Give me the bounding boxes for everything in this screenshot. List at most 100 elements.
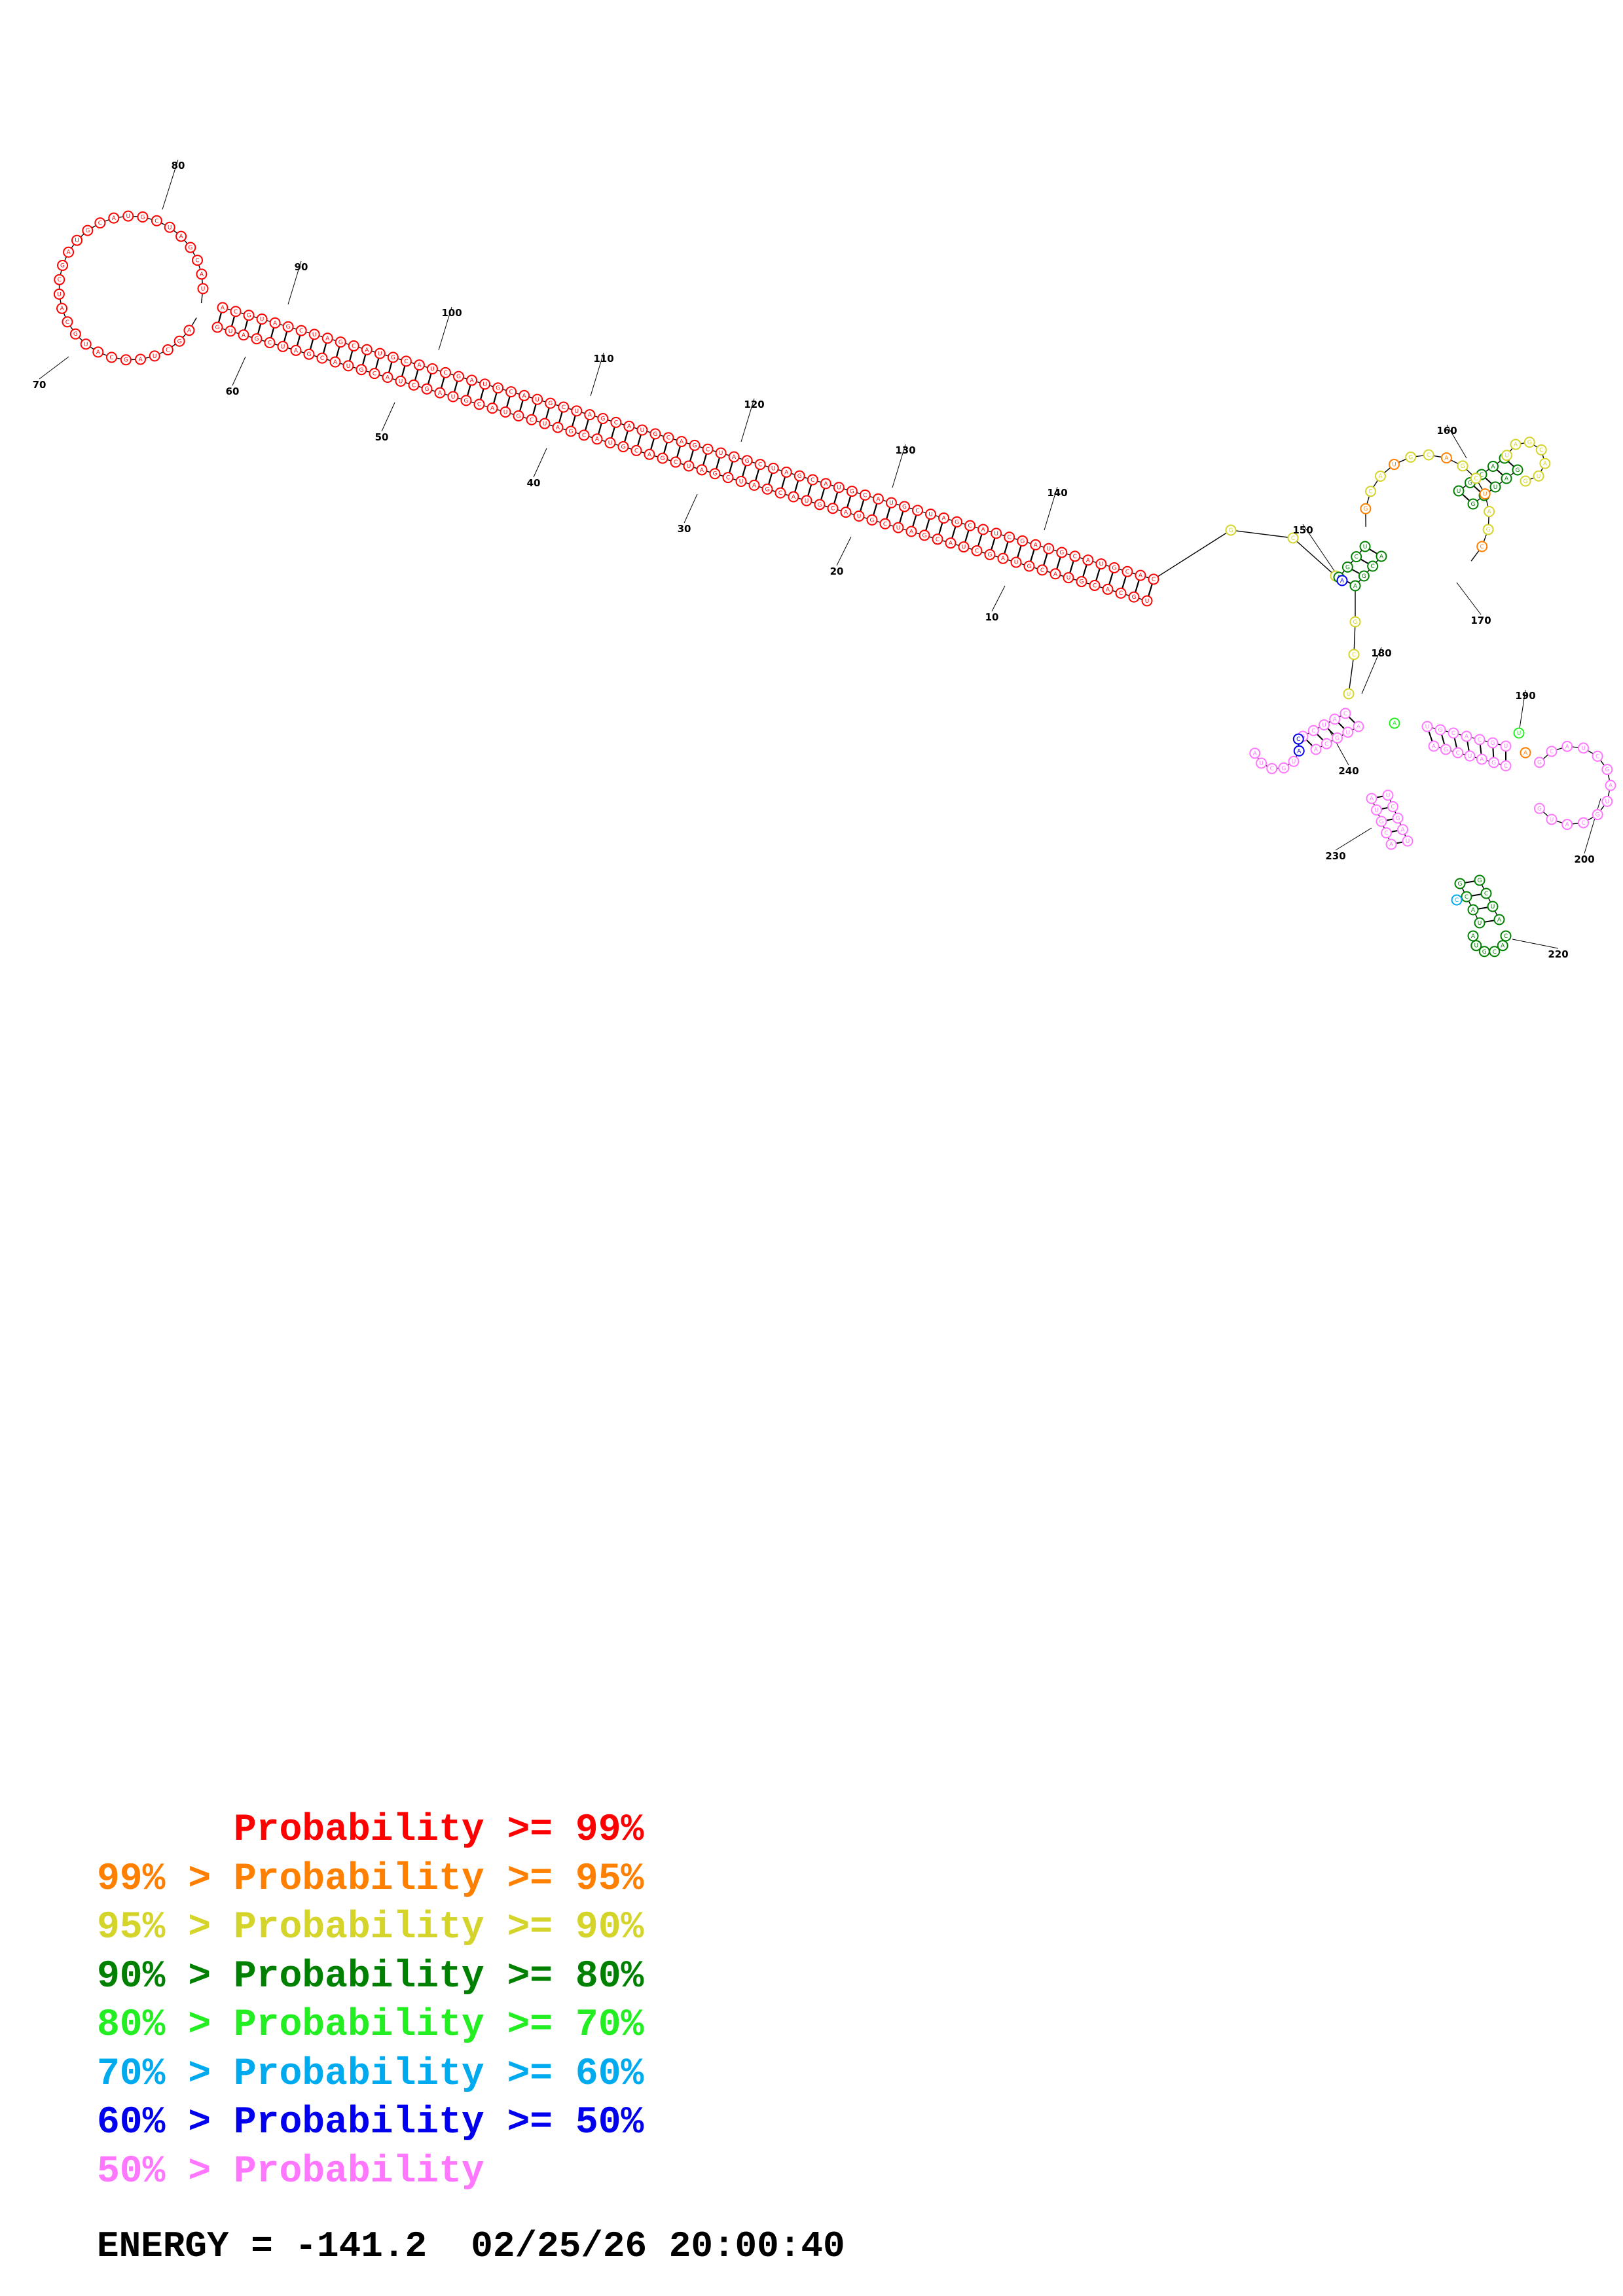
svg-text:C: C [936, 537, 939, 543]
nucleotide: C [879, 518, 891, 529]
svg-text:U: U [503, 410, 508, 416]
svg-text:U: U [126, 213, 130, 220]
svg-text:C: C [726, 475, 730, 482]
svg-text:A: A [187, 328, 192, 334]
nucleotide: U [277, 340, 289, 352]
nucleotide: G [1533, 802, 1545, 814]
nucleotide: G [1225, 524, 1237, 536]
nucleotide: G [421, 383, 433, 395]
nucleotide: C [348, 340, 359, 351]
svg-text:C: C [1040, 567, 1044, 574]
nucleotide: G [1533, 757, 1545, 768]
nucleotide: A [1561, 740, 1573, 752]
nucleotide: A [361, 344, 373, 355]
svg-text:U: U [1386, 793, 1391, 799]
nucleotide: C [1367, 560, 1379, 572]
svg-text:G: G [1482, 949, 1487, 956]
nucleotide: A [788, 491, 799, 503]
svg-text:C: C [1480, 472, 1484, 478]
svg-text:A: A [1565, 822, 1570, 829]
svg-text:U: U [1493, 484, 1498, 491]
nucleotide: G [1056, 547, 1068, 558]
svg-text:C: C [299, 328, 303, 334]
nucleotide: A [1310, 744, 1322, 755]
nucleotide: U [1487, 901, 1499, 912]
svg-text:G: G [548, 401, 553, 407]
nucleotide: A [382, 372, 393, 384]
svg-text:C: C [477, 402, 481, 408]
svg-text:C: C [530, 417, 534, 423]
svg-text:C: C [1427, 452, 1431, 459]
svg-text:G: G [124, 357, 128, 364]
nucleotide: U [53, 288, 65, 300]
nucleotide: G [741, 455, 753, 467]
svg-text:G: G [1281, 765, 1286, 772]
position-label: 20 [830, 565, 844, 577]
nucleotide: A [1049, 568, 1061, 580]
svg-text:G: G [1458, 881, 1463, 888]
nucleotide: U [1141, 595, 1153, 607]
nucleotide: G [565, 425, 577, 437]
svg-text:A: A [1370, 796, 1374, 802]
svg-text:A: A [792, 494, 796, 501]
svg-text:A: A [138, 357, 143, 363]
svg-text:A: A [1523, 750, 1528, 757]
nucleotide: C [702, 443, 714, 455]
nucleotide: A [1476, 753, 1487, 765]
svg-text:A: A [365, 347, 369, 353]
svg-text:C: C [412, 382, 416, 389]
nucleotide: A [840, 507, 852, 518]
nucleotide: G [1392, 812, 1404, 824]
svg-text:A: A [469, 378, 474, 384]
svg-text:A: A [1086, 558, 1091, 564]
nucleotide: U [925, 509, 937, 520]
nucleotide: U [1453, 485, 1465, 497]
nucleotide: A [1353, 721, 1364, 732]
position-label: 170 [1470, 615, 1491, 626]
nucleotide: G [120, 354, 132, 366]
nucleotide: C [230, 306, 242, 317]
nucleotide: C [1470, 473, 1482, 484]
svg-text:G: G [1486, 527, 1491, 533]
nucleotide: A [56, 302, 68, 314]
svg-text:U: U [1504, 744, 1508, 750]
svg-text:G: G [1444, 747, 1448, 753]
svg-text:U: U [483, 382, 487, 388]
nucleotide: A [1484, 505, 1495, 517]
nucleotide: U [833, 482, 845, 493]
nucleotide: U [958, 541, 970, 553]
nucleotide: G [1457, 460, 1468, 472]
rna-structure-diagram: ACGUAGCUAGCAUGCAUCGAUGCAUGCUAGCAUGCAGCUA… [33, 159, 1616, 960]
nucleotide: C [192, 255, 204, 266]
nucleotide: G [453, 370, 465, 382]
svg-text:C: C [674, 459, 678, 466]
nucleotide: G [1482, 524, 1494, 535]
svg-text:G: G [60, 263, 65, 270]
position-label: 120 [744, 399, 764, 410]
svg-text:A: A [242, 332, 246, 339]
svg-text:A: A [1543, 461, 1548, 467]
svg-text:U: U [75, 238, 79, 244]
nucleotide: A [872, 493, 884, 505]
svg-text:A: A [1444, 456, 1449, 462]
nucleotide: G [919, 529, 930, 541]
svg-text:A: A [876, 496, 881, 503]
nucleotide: G [1488, 757, 1500, 768]
svg-text:G: G [621, 444, 626, 451]
nucleotide: C [1365, 486, 1377, 497]
nucleotide: G [1487, 737, 1499, 749]
position-label: 90 [295, 261, 308, 273]
nucleotide: U [342, 360, 354, 372]
nucleotide: A [1397, 824, 1408, 835]
nucleotide: C [1535, 444, 1547, 456]
svg-text:G: G [1461, 463, 1465, 470]
svg-text:A: A [784, 469, 789, 476]
svg-text:U: U [994, 531, 998, 537]
svg-text:G: G [1020, 539, 1025, 545]
nucleotide: C [1287, 532, 1299, 544]
svg-text:U: U [1581, 745, 1586, 752]
svg-text:G: G [1335, 736, 1340, 742]
nucleotide: A [1487, 461, 1499, 472]
svg-text:U: U [1425, 724, 1430, 730]
nucleotide: G [1434, 724, 1446, 736]
